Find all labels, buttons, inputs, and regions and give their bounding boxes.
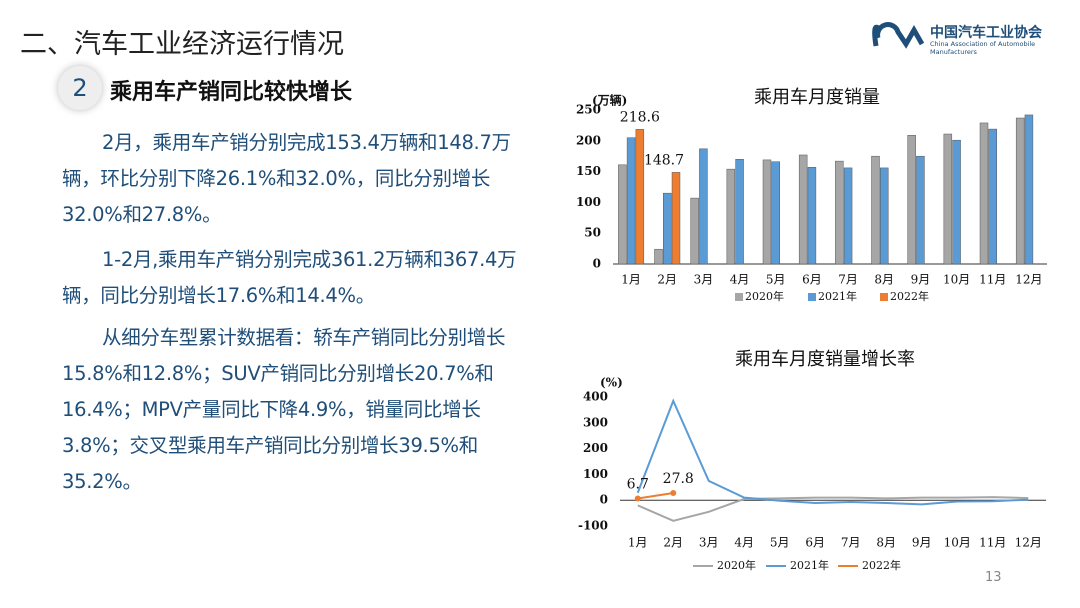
paragraph: 2月，乘用车产销分别完成153.4万辆和148.7万辆，环比分别下降26.1%和… (62, 131, 511, 226)
bar (671, 172, 681, 265)
y-tick-label: 50 (584, 226, 601, 240)
bar (726, 168, 736, 265)
x-tick-label: 1月 (621, 273, 641, 287)
x-tick-label: 4月 (730, 273, 750, 287)
bar (843, 167, 853, 265)
marker (670, 490, 677, 497)
x-tick-label: 8月 (876, 536, 896, 550)
x-tick-label: 10月 (944, 536, 971, 550)
y-axis-label: (万辆) (592, 93, 627, 108)
x-tick-label: 8月 (874, 273, 894, 287)
bar (654, 248, 663, 265)
section-title: 乘用车产销同比较快增长 (110, 80, 353, 105)
x-tick-label: 11月 (979, 536, 1006, 550)
legend-label: 2020年 (745, 289, 784, 303)
bar (663, 192, 672, 265)
x-tick-label: 2月 (663, 536, 683, 550)
bar (871, 155, 880, 265)
logo-mark (872, 22, 925, 49)
y-tick-label: 300 (583, 415, 608, 429)
line (636, 398, 1029, 506)
bar (907, 135, 916, 265)
x-tick-label: 5月 (766, 273, 786, 287)
legend-label: 2021年 (790, 558, 829, 572)
x-tick-label: 12月 (1015, 273, 1042, 287)
x-tick-label: 9月 (912, 536, 932, 550)
y-tick-label: 150 (576, 164, 601, 178)
line (637, 492, 674, 500)
bar (1015, 117, 1025, 265)
data-label: 6.7 (627, 476, 649, 492)
legend-swatch (808, 293, 816, 301)
y-tick-label: -100 (578, 519, 608, 533)
x-tick-label: 2月 (657, 273, 677, 287)
bar (690, 197, 699, 265)
chart-title: 乘用车月度销量 (754, 87, 880, 108)
y-tick-label: 100 (583, 467, 608, 481)
y-tick-label: 400 (583, 390, 608, 404)
data-label: 27.8 (663, 471, 694, 487)
logo-english: China Association of Automobile Manufact… (930, 40, 1036, 56)
y-tick-label: 100 (576, 195, 601, 209)
paragraph: 从细分车型累计数据看：轿车产销同比分别增长15.8%和12.8%；SUV产销同比… (62, 326, 506, 493)
slide-title: 二、汽车工业经济运行情况 (20, 29, 344, 60)
chart-title: 乘用车月度销量增长率 (735, 349, 915, 370)
x-tick-label: 4月 (734, 536, 754, 550)
y-tick-label: 250 (576, 103, 601, 117)
legend-label: 2021年 (818, 289, 857, 303)
bar (988, 128, 997, 265)
x-tick-label: 7月 (841, 536, 861, 550)
legend-swatch (880, 293, 888, 301)
bar (771, 161, 780, 265)
y-axis-label: (%) (600, 376, 623, 390)
x-tick-label: 10月 (943, 273, 970, 287)
x-tick-label: 6月 (805, 536, 825, 550)
y-tick-label: 0 (593, 257, 601, 271)
x-tick-label: 7月 (838, 273, 858, 287)
bar (618, 164, 627, 265)
bar (943, 133, 953, 265)
legend-swatch (735, 293, 743, 301)
bar (762, 159, 772, 265)
bar (635, 129, 645, 265)
x-tick-label: 6月 (802, 273, 822, 287)
logo-name: 中国汽车工业协会 (930, 25, 1042, 41)
y-tick-label: 200 (576, 133, 601, 147)
paragraph: 1-2月,乘用车产销分别完成361.2万辆和367.4万辆，同比分别增长17.6… (62, 248, 517, 307)
bar (880, 167, 889, 265)
x-tick-label: 1月 (628, 536, 648, 550)
line (637, 496, 1029, 522)
bar (807, 167, 817, 265)
x-tick-label: 3月 (699, 536, 719, 550)
bar (835, 160, 844, 265)
y-tick-label: 200 (583, 441, 608, 455)
y-tick-label: 0 (600, 493, 608, 507)
section-number: 2 (58, 66, 102, 110)
page-number: 13 (985, 570, 1002, 585)
x-tick-label: 5月 (770, 536, 790, 550)
bar (735, 159, 744, 265)
legend-label: 2022年 (890, 289, 929, 303)
bar (1024, 114, 1034, 265)
bar (979, 122, 989, 265)
x-tick-label: 3月 (694, 273, 714, 287)
x-tick-label: 12月 (1015, 536, 1042, 550)
data-label: 218.6 (620, 109, 660, 125)
x-tick-label: 9月 (911, 273, 931, 287)
bar (798, 154, 808, 265)
marker (634, 495, 641, 502)
data-label: 148.7 (644, 152, 684, 168)
legend-label: 2020年 (717, 558, 756, 572)
x-tick-label: 11月 (979, 273, 1006, 287)
bar (952, 139, 961, 265)
bar (699, 148, 708, 265)
bar (626, 137, 636, 265)
bar (916, 155, 925, 265)
legend-label: 2022年 (862, 558, 901, 572)
